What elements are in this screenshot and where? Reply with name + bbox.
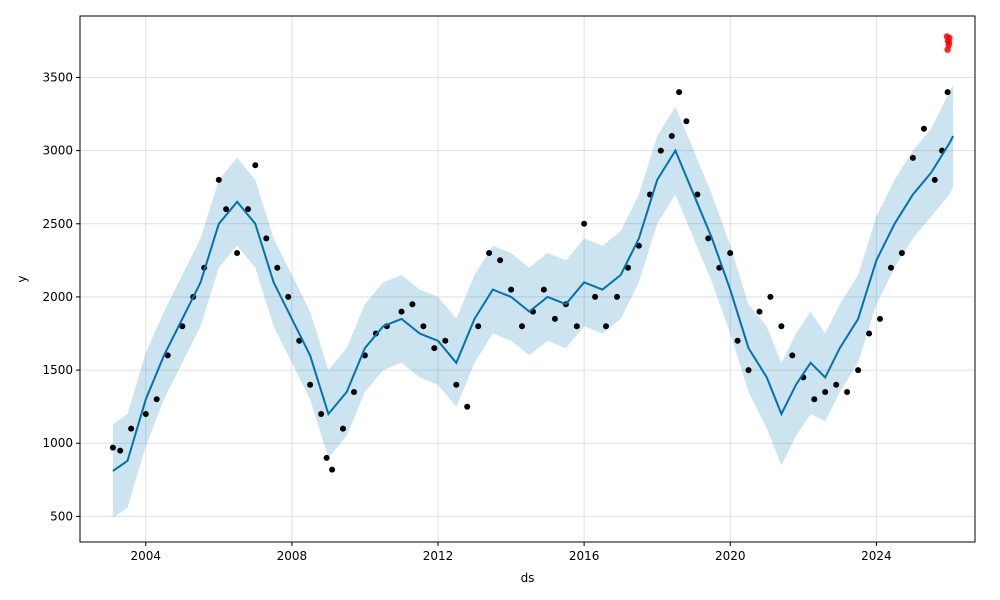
observed-point [519,323,525,330]
x-tick-label: 2016 [569,549,600,563]
observed-point [668,133,675,139]
observed-point [581,220,588,227]
x-tick-label: 2004 [130,549,161,563]
x-axis-ticks: 2004 2008 2012 2016 2020 2024 [130,542,892,563]
observed-point [931,176,938,183]
observed-point [811,396,818,403]
observed-point [431,345,438,352]
x-tick-label: 2020 [715,549,746,563]
uncertainty-band [112,84,954,518]
observed-point [745,367,752,374]
observed-point [109,444,116,451]
observed-point [778,323,785,330]
observed-point [683,118,690,125]
y-tick-label: 3500 [42,70,73,84]
observed-point [716,264,723,271]
observed-point [635,242,642,249]
observed-point [877,315,883,322]
observed-point [351,389,357,395]
observed-point [296,337,303,344]
observed-point [453,381,460,388]
observed-point [318,411,325,417]
observed-point [285,293,292,300]
observed-point [866,330,873,337]
observed-point [497,257,504,264]
observed-point [117,447,124,454]
observed-point [234,250,241,256]
observed-point [153,396,160,403]
observed-point [398,308,405,315]
observed-point [164,352,171,359]
observed-point [128,425,135,432]
observed-point [603,323,609,330]
observed-points [109,89,951,473]
x-axis-title: ds [521,571,535,585]
y-tick-label: 1000 [42,436,73,450]
x-tick-label: 2024 [861,549,892,563]
y-tick-label: 2000 [42,290,73,304]
observed-point [909,154,916,161]
observed-point [179,323,186,330]
observed-point [734,337,741,344]
observed-point [767,293,774,300]
y-axis-ticks: 500 1000 1500 2000 2500 3000 3500 [42,70,80,523]
observed-point [625,264,631,271]
observed-point [323,454,330,461]
observed-point [409,301,416,308]
highlight-points [943,33,953,53]
observed-point [727,250,734,256]
observed-point [551,315,558,322]
observed-point [420,323,427,330]
highlight-point [945,39,953,46]
observed-point [475,323,482,330]
observed-point [822,389,829,395]
observed-point [508,286,515,293]
observed-point [657,147,664,154]
observed-point [898,250,905,256]
forecast-line [112,135,954,472]
observed-point [464,403,471,410]
observed-point [442,337,449,344]
grid-lines [80,16,975,542]
y-tick-label: 500 [50,509,73,523]
observed-point [614,293,620,300]
observed-point [888,264,894,271]
observed-point [540,286,547,293]
y-tick-label: 1500 [42,363,73,377]
observed-point [329,466,336,473]
y-tick-label: 2500 [42,217,73,231]
observed-point [573,323,580,330]
observed-point [944,89,951,96]
observed-point [142,411,149,417]
observed-point [215,176,222,183]
plot-frame [79,15,976,543]
observed-point [833,381,840,388]
x-tick-label: 2008 [277,549,308,563]
observed-point [855,367,862,374]
observed-point [245,206,251,213]
observed-point [252,162,259,169]
highlight-point [944,46,951,53]
observed-point [789,352,796,359]
observed-point [756,308,763,315]
y-tick-label: 3000 [42,144,73,158]
observed-point [592,293,599,300]
observed-point [486,250,493,256]
observed-point [263,235,270,242]
observed-point [307,381,314,388]
observed-point [920,125,927,132]
observed-point [694,191,701,198]
observed-point [223,206,230,213]
observed-point [676,89,683,96]
observed-point [340,425,346,432]
x-tick-label: 2012 [423,549,454,563]
observed-point [844,389,851,395]
plot-area [109,33,954,518]
observed-point [705,235,712,242]
observed-point [274,264,281,271]
y-axis-title: y [15,275,29,282]
